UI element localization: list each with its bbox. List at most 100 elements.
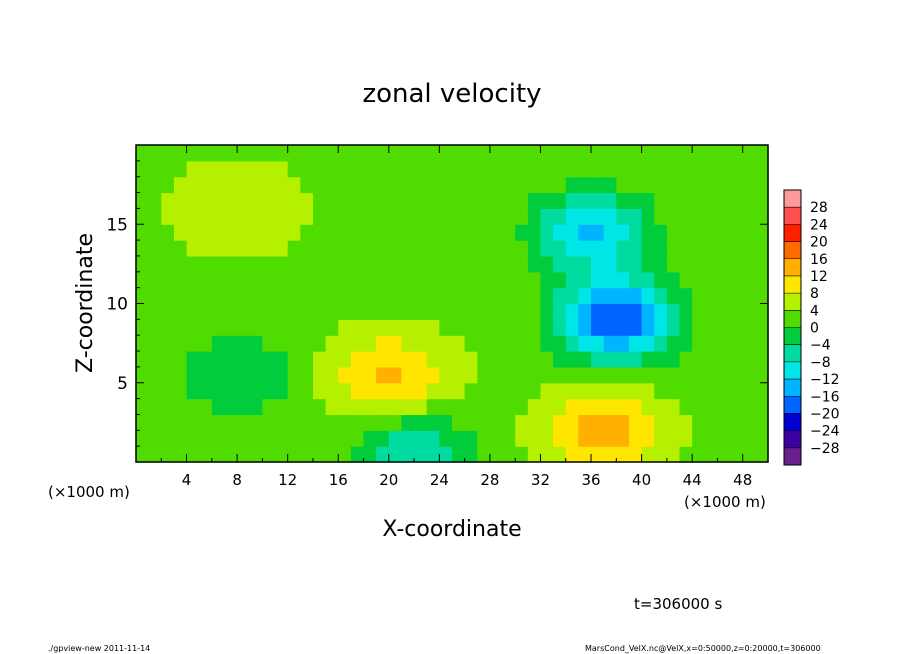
field-cell xyxy=(515,176,529,194)
field-cell xyxy=(287,176,301,194)
field-cell xyxy=(477,303,491,320)
field-cell xyxy=(742,398,756,416)
field-cell xyxy=(628,192,643,209)
colorbar-swatch xyxy=(784,190,801,208)
field-cell xyxy=(717,382,731,400)
field-cell xyxy=(376,271,390,289)
field-cell xyxy=(565,287,579,305)
field-cell xyxy=(603,335,617,352)
field-cell xyxy=(628,145,643,162)
footer-right: MarsCond_VelX.nc@VelX,x=0:50000,z=0:2000… xyxy=(585,644,821,653)
field-cell xyxy=(414,382,428,400)
field-cell xyxy=(692,319,706,336)
field-cell xyxy=(173,192,188,209)
field-cell xyxy=(692,255,706,273)
field-cell xyxy=(603,160,617,178)
field-cell xyxy=(136,382,150,400)
field-cell xyxy=(287,240,301,257)
field-cell xyxy=(186,176,200,194)
field-cell xyxy=(527,382,542,400)
field-cell xyxy=(477,382,491,400)
field-cell xyxy=(578,382,592,400)
field-cell xyxy=(199,224,213,241)
field-cell xyxy=(591,398,605,416)
field-cell xyxy=(173,160,188,178)
field-cell xyxy=(350,382,365,400)
field-cell xyxy=(730,208,744,225)
field-cell xyxy=(414,287,428,305)
field-cell xyxy=(641,414,655,431)
field-cell xyxy=(489,240,504,257)
field-cell xyxy=(338,382,352,400)
field-cell xyxy=(704,287,719,305)
field-cell xyxy=(287,271,301,289)
field-cell xyxy=(717,303,731,320)
field-cell xyxy=(502,430,516,447)
field-cell xyxy=(275,176,289,194)
field-cell xyxy=(755,271,769,289)
field-cell xyxy=(325,240,339,257)
field-cell xyxy=(502,192,516,209)
field-cell xyxy=(717,255,731,273)
colorbar-swatch xyxy=(784,258,801,277)
field-cell xyxy=(224,382,238,400)
field-cell xyxy=(136,351,150,368)
field-cell xyxy=(338,335,352,352)
field-cell xyxy=(452,224,466,241)
field-cell xyxy=(527,176,542,194)
field-cell xyxy=(401,255,415,273)
field-cell xyxy=(641,335,655,352)
field-cell xyxy=(452,240,466,257)
field-cell xyxy=(287,319,301,336)
field-cell xyxy=(262,271,276,289)
x-axis-ticks: 4 8 12 16 20 24 28 32 36 40 44 48 xyxy=(160,145,752,489)
field-cell xyxy=(477,430,491,447)
field-cell xyxy=(249,335,263,352)
field-cell xyxy=(173,303,188,320)
field-cell xyxy=(148,255,162,273)
field-cell xyxy=(148,287,162,305)
field-cell xyxy=(616,398,630,416)
field-cell xyxy=(477,208,491,225)
field-cell xyxy=(477,192,491,209)
field-cell xyxy=(300,366,314,384)
field-cell xyxy=(350,335,365,352)
colorbar-label: 20 xyxy=(810,235,828,251)
field-cell xyxy=(679,160,693,178)
field-cell xyxy=(363,271,377,289)
field-cell xyxy=(730,271,744,289)
field-cell xyxy=(502,160,516,178)
field-cell xyxy=(312,446,327,463)
field-cell xyxy=(363,351,377,368)
field-cell xyxy=(755,303,769,320)
field-cell xyxy=(553,351,567,368)
field-cell xyxy=(287,287,301,305)
field-cell xyxy=(199,271,213,289)
field-cell xyxy=(388,351,403,368)
field-cell xyxy=(692,240,706,257)
field-cell xyxy=(173,287,188,305)
field-cell xyxy=(603,319,617,336)
field-cell xyxy=(704,303,719,320)
field-cell xyxy=(717,224,731,241)
field-cell xyxy=(363,335,377,352)
field-cell xyxy=(363,224,377,241)
field-cell xyxy=(603,430,617,447)
field-cell xyxy=(338,303,352,320)
field-cell xyxy=(527,430,542,447)
field-cell xyxy=(237,176,251,194)
field-cell xyxy=(287,208,301,225)
field-cell xyxy=(224,366,238,384)
field-cell xyxy=(199,382,213,400)
field-cell xyxy=(401,335,415,352)
field-cell xyxy=(338,351,352,368)
field-cell xyxy=(489,319,504,336)
field-cell xyxy=(388,446,403,463)
field-cell xyxy=(224,351,238,368)
field-cell xyxy=(603,366,617,384)
field-cell xyxy=(262,446,276,463)
field-cell xyxy=(224,160,238,178)
field-cell xyxy=(439,303,453,320)
x-tick-label: 16 xyxy=(329,471,348,489)
field-cell xyxy=(502,208,516,225)
